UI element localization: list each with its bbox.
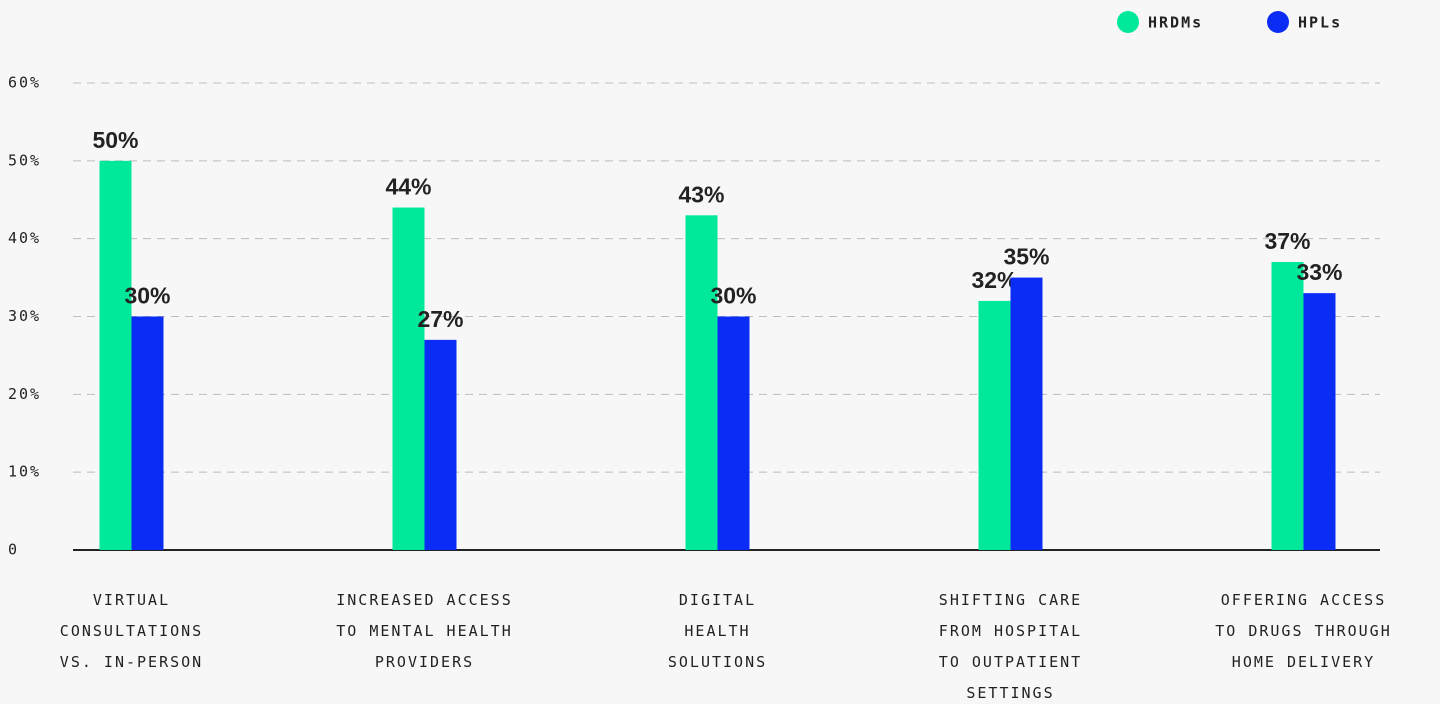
data-label: 35% [1003, 244, 1049, 270]
x-tick-label: SHIFTING CARE FROM HOSPITAL TO OUTPATIENT S… [939, 591, 1082, 702]
x-tick-label: DIGITAL HEALTH SOLUTIONS [668, 591, 767, 671]
data-label: 50% [92, 127, 138, 153]
data-label: 30% [710, 283, 756, 309]
bar [978, 300, 1011, 550]
y-tick-label: 20% [8, 385, 41, 403]
y-tick-label: 60% [8, 74, 41, 92]
legend-label: HRDMs [1148, 14, 1203, 32]
x-tick-label: OFFERING ACCESS TO DRUGS THROUGH HOME DELI… [1215, 591, 1392, 671]
data-label: 32% [971, 267, 1017, 293]
legend-swatch [1267, 11, 1289, 33]
x-tick-label: INCREASED ACCESS TO MENTAL HEALTH PROVIDER… [336, 591, 513, 671]
data-label: 30% [124, 283, 170, 309]
x-tick-label: VIRTUAL CONSULTATIONS VS. IN-PERSON [60, 591, 203, 671]
legend-label: HPLs [1298, 14, 1342, 32]
bar [424, 339, 457, 550]
bar [131, 316, 164, 550]
data-label: 43% [678, 181, 724, 207]
data-label: 44% [385, 174, 431, 200]
y-tick-label: 10% [8, 463, 41, 481]
bar [392, 207, 425, 551]
y-tick-label: 0 [8, 541, 19, 559]
data-label: 37% [1264, 228, 1310, 254]
y-tick-label: 50% [8, 151, 41, 169]
data-label: 33% [1296, 259, 1342, 285]
bar [1010, 277, 1043, 550]
y-tick-label: 30% [8, 307, 41, 325]
bar [1303, 293, 1336, 550]
y-tick-label: 40% [8, 229, 41, 247]
data-label: 27% [417, 306, 463, 332]
bar [1271, 262, 1304, 550]
bar [685, 215, 718, 551]
legend-swatch [1117, 11, 1139, 33]
bar [717, 316, 750, 550]
bar [99, 160, 132, 551]
